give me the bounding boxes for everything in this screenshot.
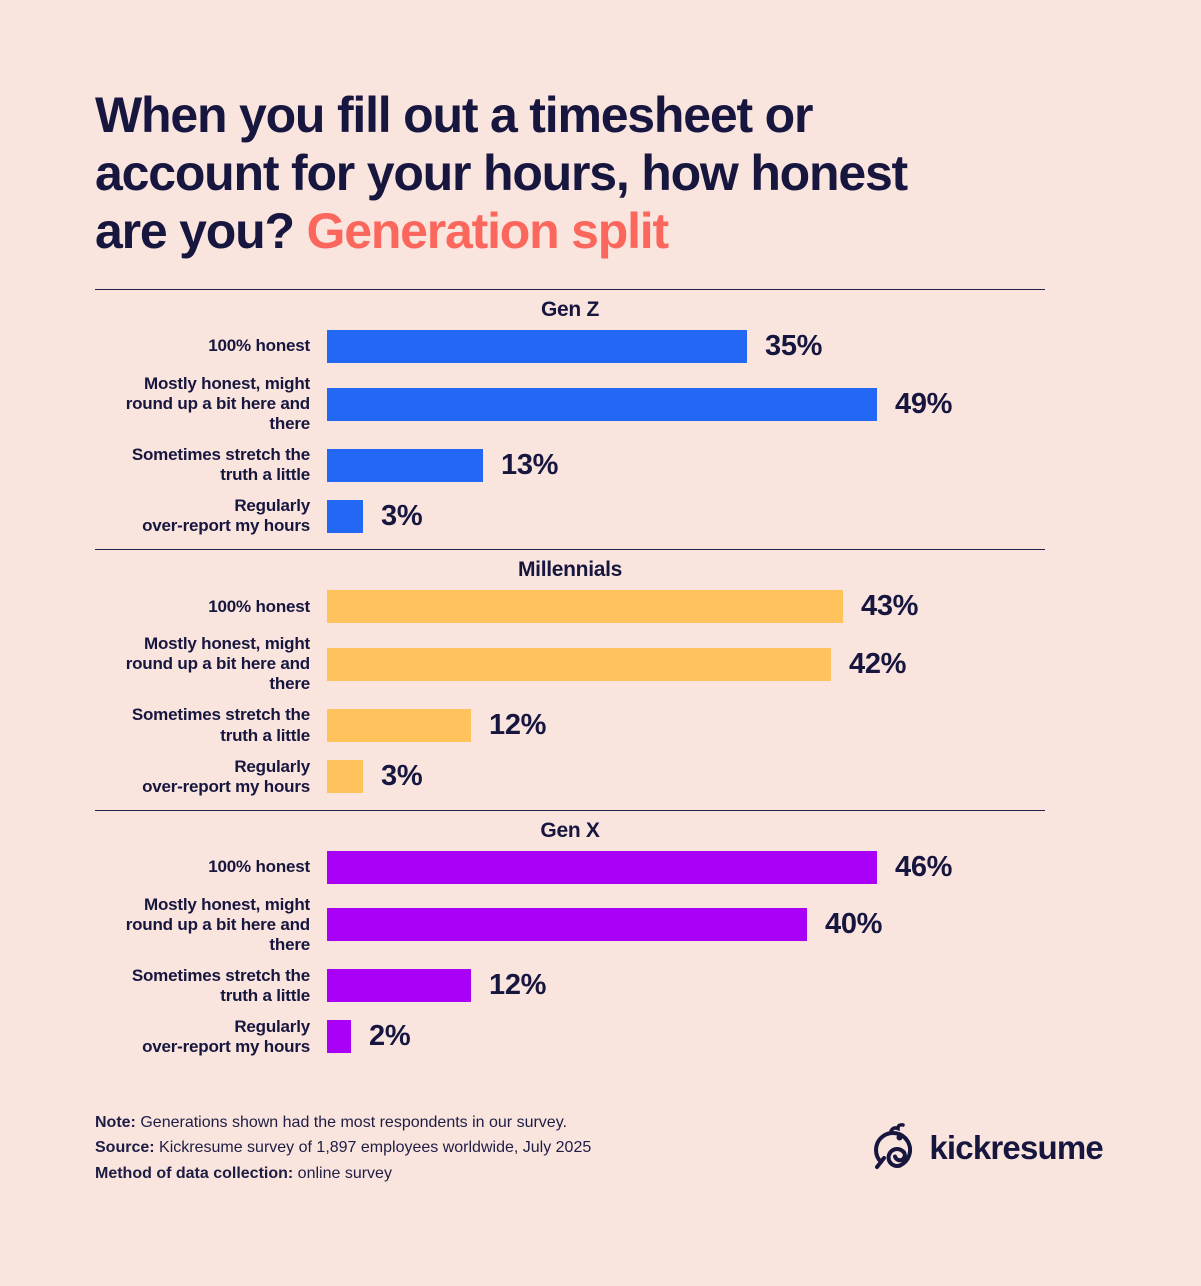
section-title-millennials: Millennials	[517, 558, 623, 582]
bar-row: Regularly over-report my hours 3%	[95, 757, 1045, 797]
bar-value: 12%	[489, 969, 547, 1002]
category-label: 100% honest	[208, 596, 310, 616]
footer-notes: Note: Generations shown had the most res…	[95, 1110, 591, 1187]
category-label: 100% honest	[208, 336, 310, 356]
footer: Note: Generations shown had the most res…	[95, 1110, 1104, 1187]
bar-gen-z-2	[327, 448, 483, 482]
bar-value: 42%	[849, 647, 907, 680]
logo-wordmark: kickresume	[929, 1129, 1103, 1167]
bar-rows: 100% honest 46% Mostly honest, might round…	[95, 850, 1045, 1057]
section-title-gen-x: Gen X	[540, 818, 600, 842]
bar-value: 43%	[861, 590, 919, 623]
bar-value: 3%	[381, 760, 423, 793]
section-millennials: Millennials 100% honest 43% Mostly honest, …	[95, 549, 1045, 809]
category-label: Mostly honest, might round up a bit here…	[125, 634, 310, 694]
bar-gen-x-3	[327, 1020, 351, 1054]
method-text: online survey	[297, 1164, 392, 1182]
bar-rows: 100% honest 43% Mostly honest, might round…	[95, 590, 1045, 796]
category-label: 100% honest	[208, 857, 310, 877]
kickresume-logo: kickresume	[867, 1122, 1104, 1174]
category-label: Sometimes stretch the truth a little	[131, 965, 310, 1005]
bar-row: 100% honest 35%	[95, 330, 1045, 363]
bar-row: Mostly honest, might round up a bit here…	[95, 895, 1045, 955]
category-label: Sometimes stretch the truth a little	[131, 705, 310, 745]
page-title: When you fill out a timesheet or account …	[95, 87, 908, 259]
bar-gen-x-2	[327, 969, 471, 1003]
infographic-page: When you fill out a timesheet or account …	[0, 86, 1201, 1186]
bar-gen-z-1	[327, 387, 877, 421]
method-label: Method of data collection:	[95, 1164, 294, 1182]
bar-gen-z-3	[327, 499, 363, 533]
note-label: Note:	[95, 1113, 136, 1131]
bar-value: 35%	[765, 330, 823, 362]
source-line: Source: Kickresume survey of 1,897 emplo…	[95, 1135, 591, 1161]
source-label: Source:	[95, 1139, 155, 1157]
bar-rows: 100% honest 35% Mostly honest, might round…	[95, 330, 1045, 536]
bar-row: Regularly over-report my hours 3%	[95, 496, 1045, 536]
bar-gen-x-1	[327, 908, 807, 942]
method-line: Method of data collection: online survey	[95, 1161, 591, 1187]
bar-gen-z-0	[327, 330, 747, 363]
bar-value: 40%	[825, 908, 883, 941]
bar-millennials-0	[327, 590, 843, 624]
bar-row: Sometimes stretch the truth a little 12%	[95, 966, 1045, 1006]
category-label: Mostly honest, might round up a bit here…	[125, 374, 310, 434]
title-highlight: Generation split	[306, 203, 670, 259]
category-label: Regularly over-report my hours	[142, 756, 310, 796]
bar-value: 12%	[489, 709, 547, 742]
section-gen-x: Gen X 100% honest 46% Mostly honest, might …	[95, 809, 1045, 1070]
bar-row: Mostly honest, might round up a bit here…	[95, 374, 1045, 434]
bar-row: Regularly over-report my hours 2%	[95, 1017, 1045, 1057]
bar-row: 100% honest 46%	[95, 850, 1045, 884]
bar-row: Sometimes stretch the truth a little 12%	[95, 705, 1045, 745]
section-title-gen-z: Gen Z	[540, 298, 599, 321]
bar-value: 2%	[369, 1020, 411, 1053]
category-label: Regularly over-report my hours	[142, 496, 310, 536]
section-gen-z: Gen Z 100% honest 35% Mostly honest, might …	[95, 289, 1045, 549]
bar-value: 3%	[381, 499, 423, 532]
note-text: Generations shown had the most responden…	[140, 1113, 567, 1131]
bar-row: Mostly honest, might round up a bit here…	[95, 634, 1045, 694]
bar-row: 100% honest 43%	[95, 590, 1045, 624]
category-label: Sometimes stretch the truth a little	[131, 445, 310, 485]
bar-gen-x-0	[327, 850, 877, 884]
chameleon-icon	[874, 1123, 913, 1170]
bar-millennials-3	[327, 760, 363, 794]
generation-bar-chart: Gen Z 100% honest 35% Mostly honest, might …	[95, 289, 1045, 1070]
bar-millennials-2	[327, 709, 471, 743]
source-text: Kickresume survey of 1,897 employees wor…	[159, 1139, 592, 1157]
bar-millennials-1	[327, 647, 831, 681]
bar-row: Sometimes stretch the truth a little 13%	[95, 445, 1045, 485]
bar-value: 46%	[895, 850, 953, 883]
note-line: Note: Generations shown had the most res…	[95, 1110, 591, 1136]
category-label: Regularly over-report my hours	[142, 1016, 310, 1056]
category-label: Mostly honest, might round up a bit here…	[125, 894, 310, 954]
bar-value: 49%	[895, 387, 953, 420]
bar-value: 13%	[501, 448, 559, 481]
